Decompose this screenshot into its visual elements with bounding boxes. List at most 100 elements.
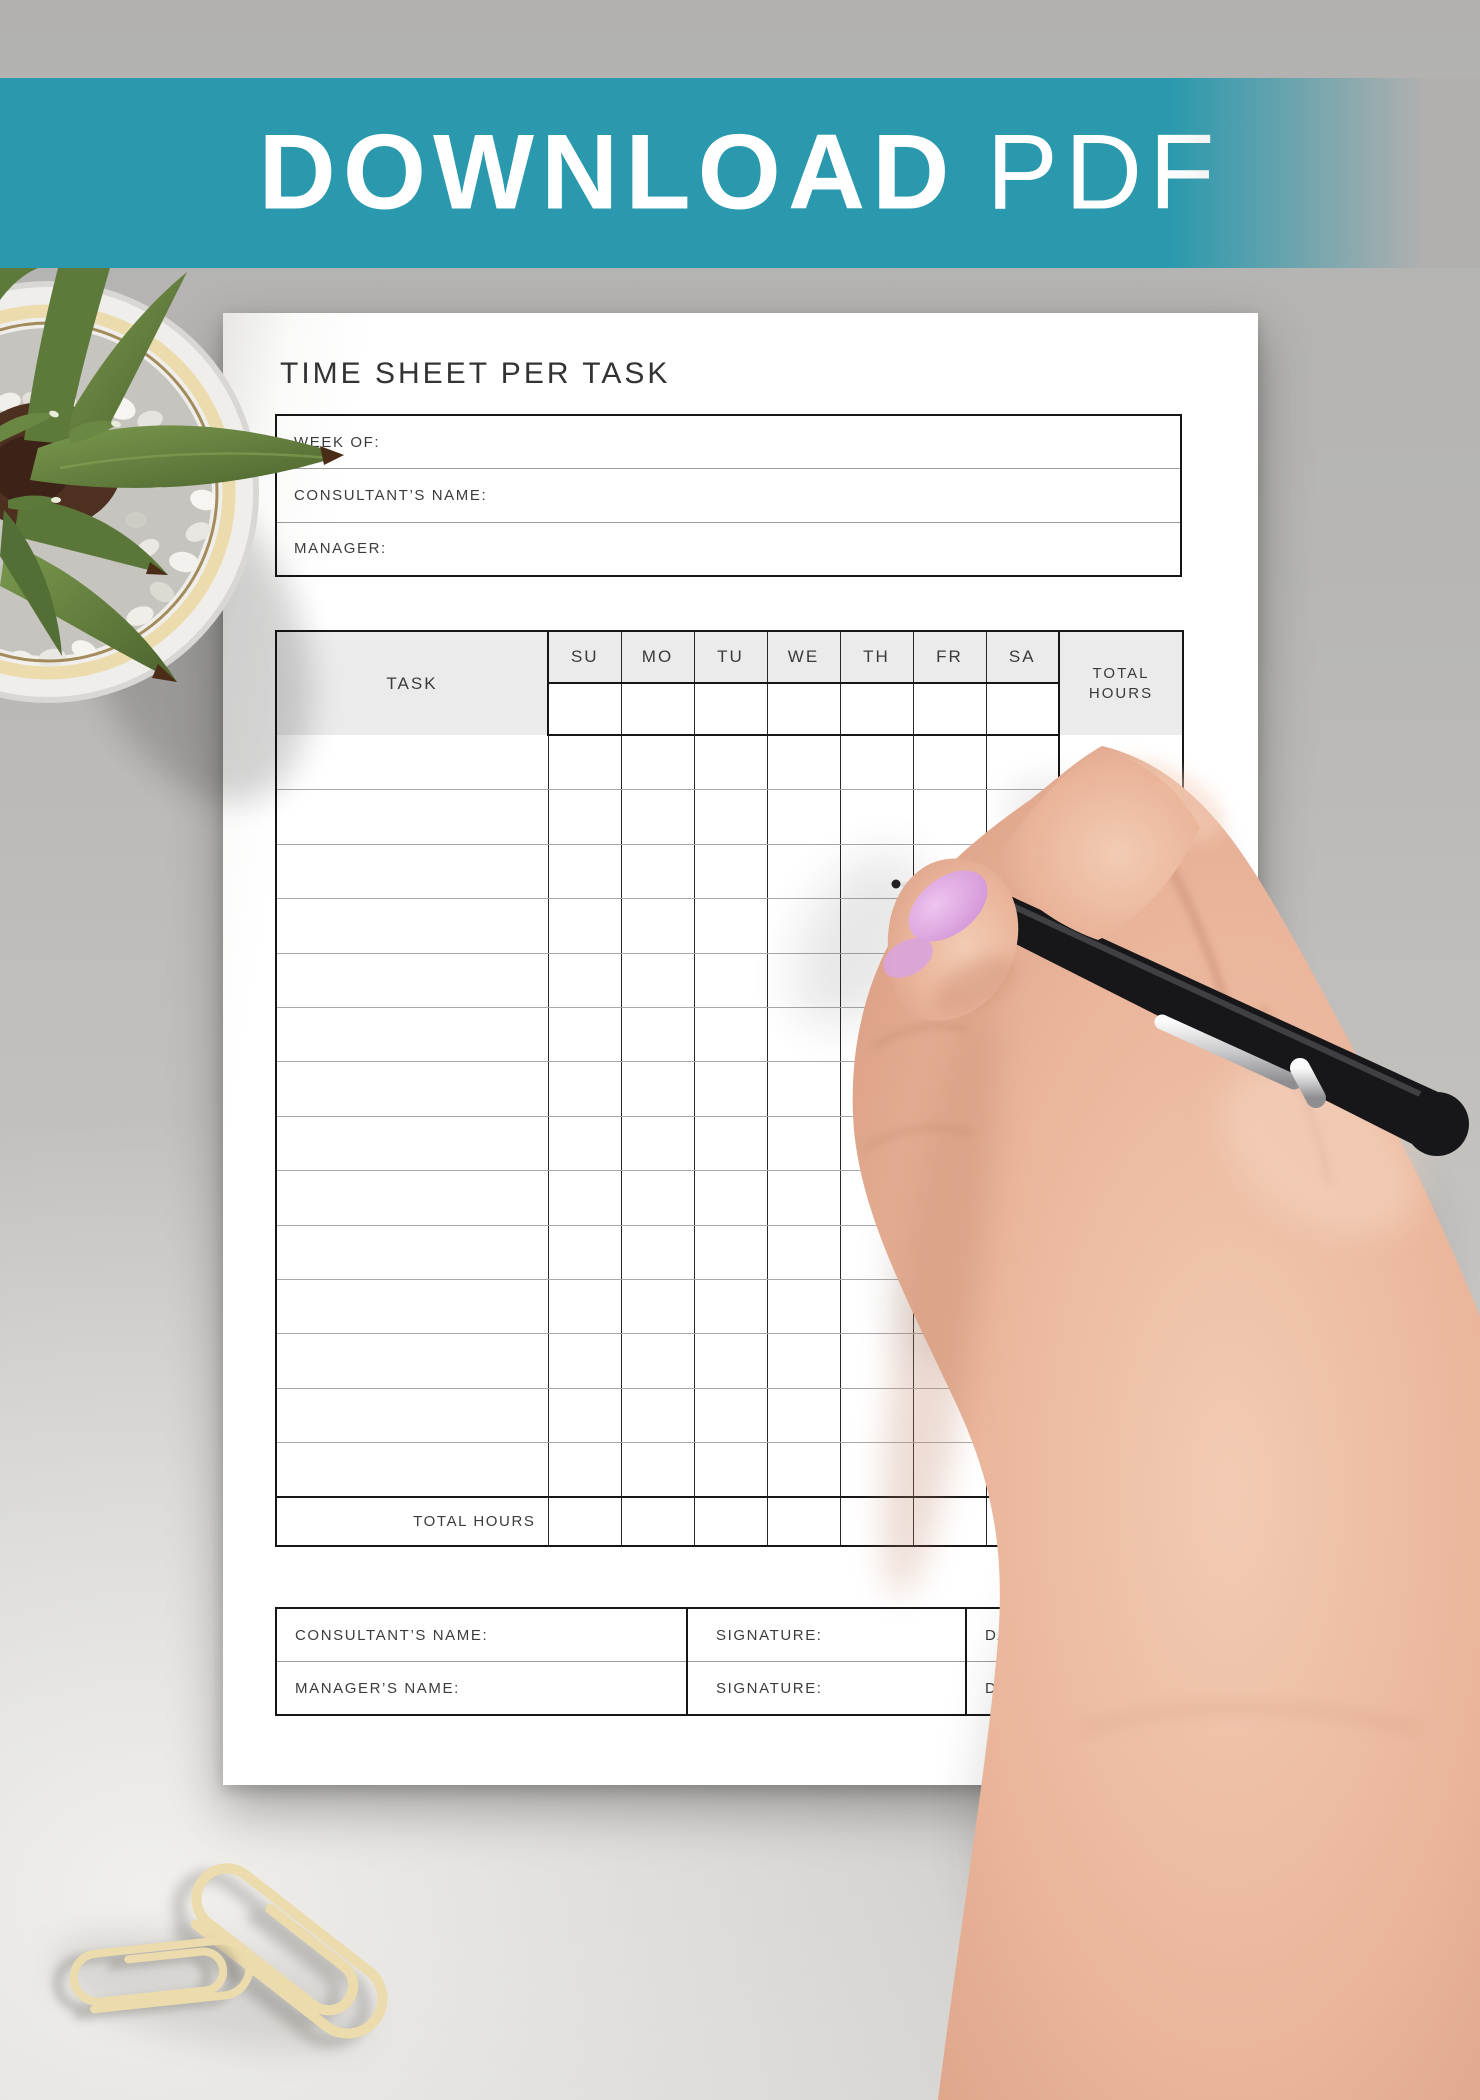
hours-cell <box>766 844 840 900</box>
total-hours-footer-label: TOTAL HOURS <box>276 1496 548 1547</box>
consultant-signature-label: SIGNATURE: <box>686 1608 966 1662</box>
hours-cell <box>839 1388 913 1444</box>
paperclip <box>172 1863 388 2048</box>
hours-cell <box>620 1333 694 1389</box>
row-total-cell <box>1058 1225 1183 1280</box>
task-cell <box>276 1225 548 1280</box>
row-total-cell <box>1058 844 1183 900</box>
hours-cell <box>985 1116 1059 1172</box>
task-row <box>276 735 1183 791</box>
hours-cell <box>985 953 1059 1008</box>
day-header-sa: SA <box>985 631 1059 684</box>
succulent-center <box>0 402 122 530</box>
task-cell <box>276 735 548 791</box>
hours-cell <box>620 1061 694 1117</box>
hours-cell <box>693 1061 767 1117</box>
hours-cell <box>985 1388 1059 1444</box>
total-cell <box>620 1496 694 1547</box>
week-of-label: WEEK OF: <box>294 433 381 451</box>
consultant-name-label: CONSULTANT’S NAME: <box>294 486 488 504</box>
hours-cell <box>839 1116 913 1172</box>
task-row <box>276 1333 1183 1389</box>
manager-field: MANAGER: <box>277 521 1180 575</box>
row-total-cell <box>1058 735 1183 791</box>
hours-cell <box>985 898 1059 954</box>
task-cell <box>276 1170 548 1226</box>
hours-cell <box>985 1007 1059 1063</box>
hours-cell <box>547 1007 621 1063</box>
hours-cell <box>620 789 694 845</box>
hours-cell <box>693 1225 767 1280</box>
hours-cell <box>839 1007 913 1063</box>
hours-cell <box>766 789 840 845</box>
task-cell <box>276 1333 548 1389</box>
day-header-row: TASK SU MO TU WE TH FR SA TOTAL HOURS <box>276 631 1183 735</box>
hours-cell <box>620 1007 694 1063</box>
hours-cell <box>620 1116 694 1172</box>
hours-cell <box>839 789 913 845</box>
hours-cell <box>693 844 767 900</box>
manager-date-label: DATE: <box>965 1661 1183 1715</box>
task-cell <box>276 953 548 1008</box>
hours-cell <box>839 844 913 900</box>
total-hours-row: TOTAL HOURS <box>276 1496 1183 1547</box>
hours-cell <box>620 1170 694 1226</box>
manager-name-sig-label: MANAGER’S NAME: <box>276 1661 687 1715</box>
download-pdf-label: DOWNLOAD PDF <box>0 118 1480 225</box>
hours-cell <box>766 1388 840 1444</box>
task-cell <box>276 898 548 954</box>
hours-cell <box>547 1225 621 1280</box>
manager-signature-label: SIGNATURE: <box>686 1661 966 1715</box>
consultant-date-label: DATE: <box>965 1608 1183 1662</box>
row-total-cell <box>1058 1116 1183 1172</box>
hours-cell <box>985 1061 1059 1117</box>
hours-cell <box>766 1442 840 1498</box>
timesheet-page: TIME SHEET PER TASK WEEK OF: CONSULTANT’… <box>223 313 1258 1785</box>
hours-cell <box>693 1279 767 1335</box>
hours-cell <box>547 1333 621 1389</box>
week-of-field: WEEK OF: <box>277 416 1180 468</box>
hours-cell <box>693 898 767 954</box>
total-cell <box>839 1496 913 1547</box>
task-row <box>276 1061 1183 1117</box>
task-row <box>276 789 1183 845</box>
total-header-line1: TOTAL <box>1092 664 1150 682</box>
hours-cell <box>912 898 986 954</box>
hours-cell <box>912 1279 986 1335</box>
header-fields-box: WEEK OF: CONSULTANT’S NAME: MANAGER: <box>275 414 1182 577</box>
hours-cell <box>620 844 694 900</box>
hours-cell <box>839 1442 913 1498</box>
hours-cell <box>693 789 767 845</box>
task-cell <box>276 1388 548 1444</box>
grand-total-cell <box>1058 1496 1183 1547</box>
hours-cell <box>693 1333 767 1389</box>
hours-cell <box>547 1388 621 1444</box>
hours-cell <box>912 1333 986 1389</box>
date-row <box>276 683 1183 736</box>
hours-cell <box>547 1442 621 1498</box>
hours-cell <box>985 1333 1059 1389</box>
hours-cell <box>912 1061 986 1117</box>
hours-cell <box>985 789 1059 845</box>
task-cell <box>276 1007 548 1063</box>
hours-cell <box>547 898 621 954</box>
hours-cell <box>839 1279 913 1335</box>
row-total-cell <box>1058 1061 1183 1117</box>
hours-cell <box>766 1279 840 1335</box>
date-cell <box>547 683 621 736</box>
download-pdf-banner[interactable]: DOWNLOAD PDF <box>0 78 1480 268</box>
hours-cell <box>547 1061 621 1117</box>
hours-cell <box>912 735 986 791</box>
signature-box: CONSULTANT’S NAME: SIGNATURE: DATE: MANA… <box>275 1607 1184 1716</box>
hours-cell <box>620 1388 694 1444</box>
task-row <box>276 844 1183 900</box>
task-row <box>276 1170 1183 1226</box>
hours-cell <box>693 1007 767 1063</box>
hours-cell <box>620 735 694 791</box>
row-total-cell <box>1058 1279 1183 1335</box>
hours-cell <box>839 1170 913 1226</box>
page-title: TIME SHEET PER TASK <box>280 357 671 390</box>
total-hours-column-header: TOTAL HOURS <box>1058 631 1183 735</box>
total-cell <box>985 1496 1059 1547</box>
